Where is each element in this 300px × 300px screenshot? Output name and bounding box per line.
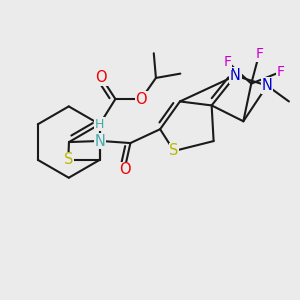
Text: O: O [96, 70, 107, 85]
Text: O: O [135, 92, 147, 106]
Text: O: O [118, 162, 130, 177]
Text: N: N [230, 68, 241, 83]
Text: S: S [64, 152, 73, 167]
Text: F: F [224, 55, 232, 69]
Text: N: N [262, 78, 273, 93]
Text: H: H [95, 118, 104, 131]
Text: F: F [255, 47, 263, 61]
Text: N: N [94, 134, 105, 148]
Text: S: S [169, 143, 179, 158]
Text: F: F [277, 65, 285, 79]
